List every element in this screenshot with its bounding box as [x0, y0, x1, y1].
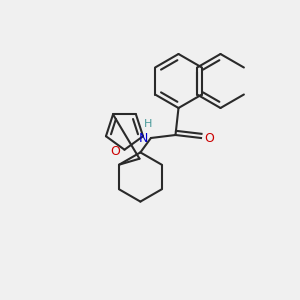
Text: H: H: [144, 119, 153, 129]
Text: O: O: [204, 131, 214, 145]
Text: N: N: [139, 131, 148, 145]
Text: O: O: [110, 145, 120, 158]
